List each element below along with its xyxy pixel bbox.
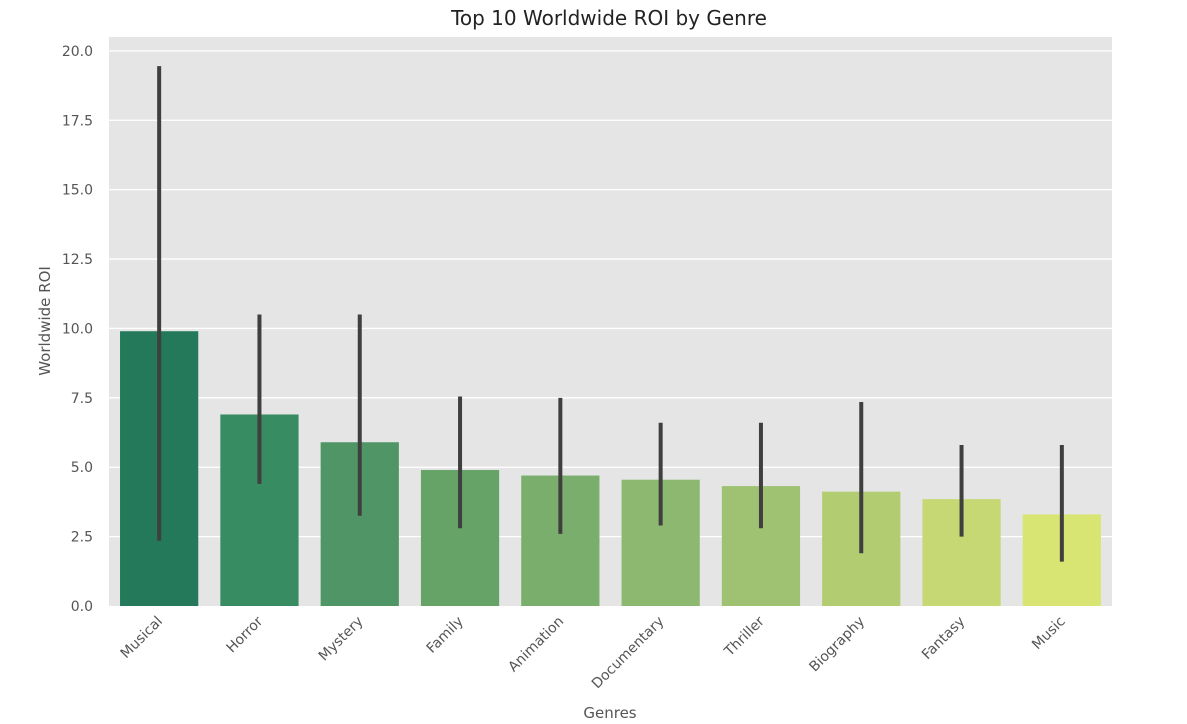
chart-title: Top 10 Worldwide ROI by Genre <box>450 6 767 30</box>
y-tick-label: 2.5 <box>71 530 93 546</box>
y-tick-label: 5.0 <box>71 460 93 476</box>
x-tick-label: Horror <box>224 613 267 656</box>
x-tick-label: Mystery <box>316 614 367 665</box>
x-axis-label: Genres <box>583 704 636 722</box>
x-axis-ticks: Musical Horror Mystery Family Animation Docum… <box>118 613 1069 692</box>
x-tick-label: Thriller <box>721 613 768 660</box>
y-axis-ticks: 0.0 2.5 5.0 7.5 10.0 12.5 15.0 17.5 20.0 <box>62 44 93 615</box>
y-tick-label: 15.0 <box>62 183 93 199</box>
y-tick-label: 10.0 <box>62 321 93 337</box>
x-tick-label: Fantasy <box>919 614 968 663</box>
x-tick-label: Animation <box>505 614 567 676</box>
y-axis-label: Worldwide ROI <box>36 266 54 376</box>
error-bars <box>157 66 1064 562</box>
x-tick-label: Musical <box>118 614 166 662</box>
x-tick-label: Music <box>1029 614 1068 653</box>
x-tick-label: Biography <box>806 614 868 676</box>
y-tick-label: 17.5 <box>62 113 93 129</box>
x-tick-label: Documentary <box>589 614 668 693</box>
y-tick-label: 7.5 <box>71 391 93 407</box>
x-tick-label: Family <box>424 614 467 657</box>
y-tick-label: 20.0 <box>62 44 93 60</box>
y-tick-label: 0.0 <box>71 599 93 615</box>
y-tick-label: 12.5 <box>62 252 93 268</box>
